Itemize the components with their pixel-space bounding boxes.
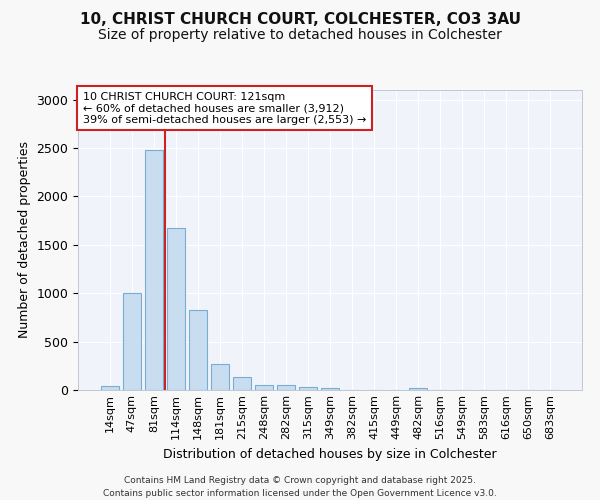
Bar <box>233 378 251 390</box>
Text: 10 CHRIST CHURCH COURT: 121sqm
← 60% of detached houses are smaller (3,912)
39% : 10 CHRIST CHURCH COURT: 121sqm ← 60% of … <box>83 92 367 124</box>
Bar <box>409 388 427 390</box>
Bar <box>255 384 273 390</box>
Bar <box>189 310 206 390</box>
Bar <box>167 228 185 390</box>
Bar <box>145 150 163 390</box>
Bar <box>123 292 140 390</box>
Y-axis label: Number of detached properties: Number of detached properties <box>18 142 31 338</box>
Bar <box>321 388 339 390</box>
Text: 10, CHRIST CHURCH COURT, COLCHESTER, CO3 3AU: 10, CHRIST CHURCH COURT, COLCHESTER, CO3… <box>79 12 521 28</box>
Bar <box>101 386 119 390</box>
Bar <box>211 364 229 390</box>
X-axis label: Distribution of detached houses by size in Colchester: Distribution of detached houses by size … <box>163 448 497 460</box>
Text: Contains HM Land Registry data © Crown copyright and database right 2025.
Contai: Contains HM Land Registry data © Crown c… <box>103 476 497 498</box>
Bar <box>299 386 317 390</box>
Bar <box>277 385 295 390</box>
Text: Size of property relative to detached houses in Colchester: Size of property relative to detached ho… <box>98 28 502 42</box>
